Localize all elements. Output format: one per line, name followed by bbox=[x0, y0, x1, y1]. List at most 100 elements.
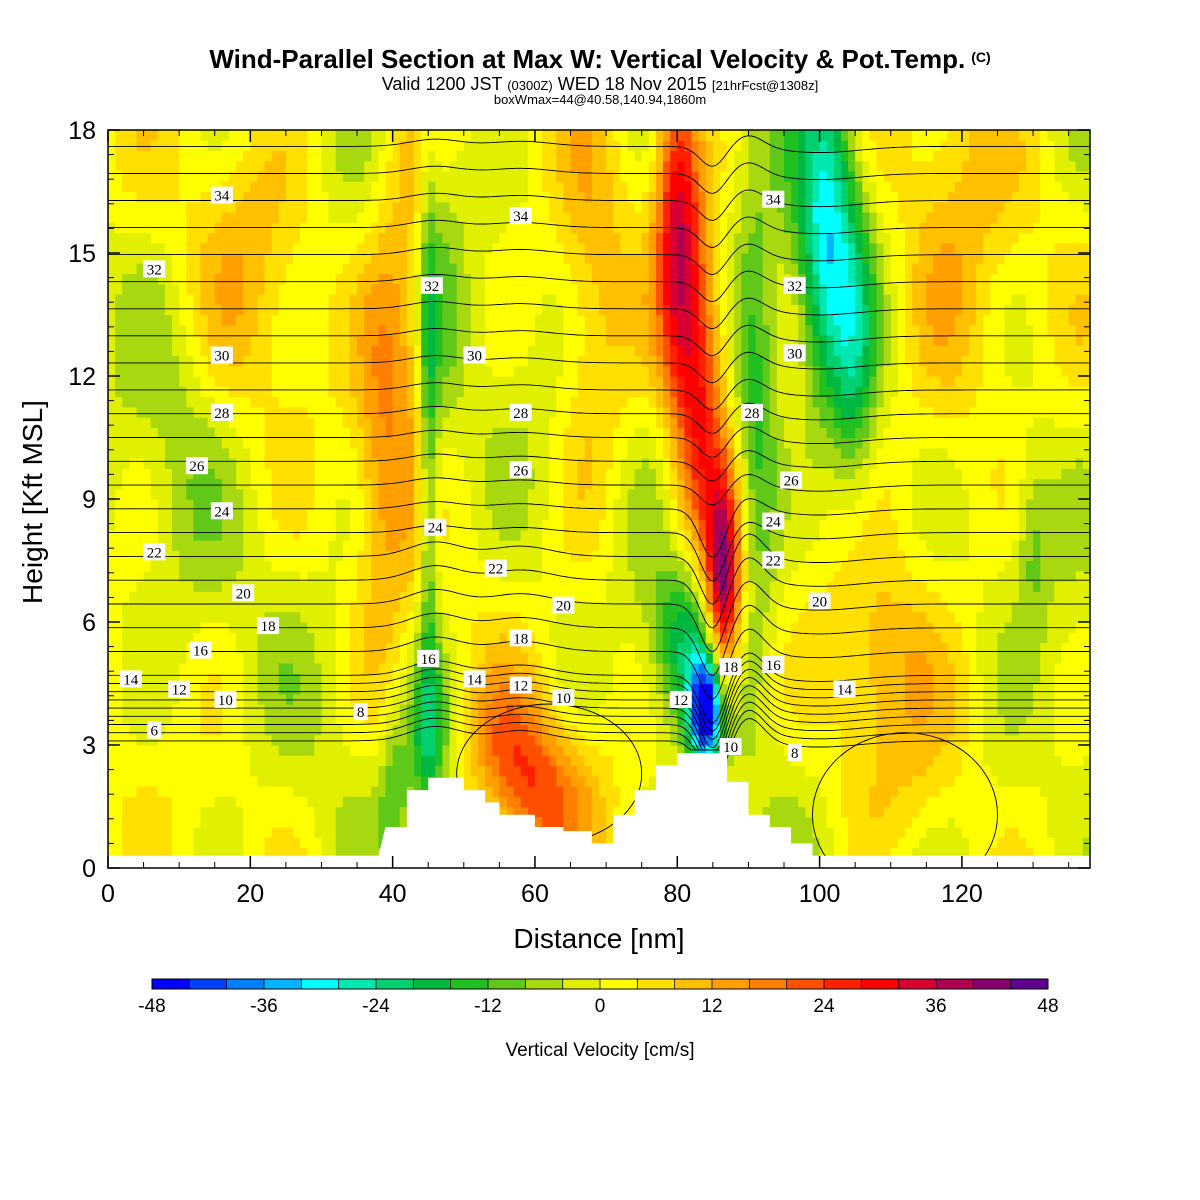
velocity-cell bbox=[463, 273, 472, 285]
velocity-cell bbox=[456, 150, 465, 162]
velocity-cell bbox=[335, 130, 344, 141]
velocity-cell bbox=[549, 427, 557, 439]
velocity-cell bbox=[342, 417, 351, 428]
velocity-cell bbox=[556, 417, 565, 428]
velocity-cell bbox=[591, 130, 600, 141]
velocity-cell bbox=[122, 130, 130, 141]
velocity-cell bbox=[463, 570, 472, 582]
velocity-cell bbox=[314, 355, 323, 367]
velocity-cell bbox=[307, 509, 315, 521]
velocity-cell bbox=[236, 232, 244, 244]
velocity-cell bbox=[556, 724, 565, 736]
velocity-cell bbox=[456, 417, 465, 428]
velocity-cell bbox=[378, 642, 387, 654]
velocity-cell bbox=[406, 529, 415, 541]
velocity-cell bbox=[179, 591, 187, 603]
velocity-cell bbox=[236, 386, 244, 398]
velocity-cell bbox=[399, 816, 408, 828]
velocity-cell bbox=[214, 447, 223, 459]
velocity-cell bbox=[193, 796, 202, 808]
boxwmax-label: boxWmax=44@40.58,140.94,1860m bbox=[493, 92, 707, 107]
velocity-cell bbox=[470, 160, 479, 172]
velocity-cell bbox=[392, 642, 401, 654]
velocity-cell bbox=[556, 755, 565, 767]
velocity-cell bbox=[520, 478, 529, 490]
velocity-cell bbox=[264, 796, 273, 808]
velocity-cell bbox=[542, 755, 550, 767]
velocity-cell bbox=[285, 201, 294, 213]
velocity-cell bbox=[549, 345, 557, 357]
velocity-cell bbox=[186, 304, 194, 316]
velocity-cell bbox=[349, 242, 358, 254]
velocity-cell bbox=[321, 632, 330, 644]
velocity-cell bbox=[221, 447, 230, 459]
velocity-cell bbox=[150, 447, 159, 459]
velocity-cell bbox=[193, 755, 202, 767]
velocity-cell bbox=[513, 663, 522, 674]
velocity-cell bbox=[300, 775, 308, 787]
velocity-cell bbox=[271, 786, 280, 797]
velocity-cell bbox=[143, 427, 152, 439]
velocity-cell bbox=[371, 283, 380, 295]
velocity-cell bbox=[584, 529, 593, 541]
velocity-cell bbox=[478, 581, 486, 592]
velocity-cell bbox=[577, 724, 586, 736]
velocity-cell bbox=[150, 478, 159, 490]
velocity-cell bbox=[513, 294, 522, 305]
velocity-cell bbox=[371, 499, 380, 510]
velocity-cell bbox=[328, 714, 337, 726]
velocity-cell bbox=[385, 201, 394, 213]
velocity-cell bbox=[157, 171, 166, 182]
velocity-cell bbox=[364, 714, 372, 726]
velocity-cell bbox=[293, 150, 301, 162]
velocity-cell bbox=[115, 816, 123, 828]
velocity-cell bbox=[328, 160, 337, 172]
velocity-cell bbox=[243, 458, 251, 469]
velocity-cell bbox=[150, 827, 159, 838]
velocity-cell bbox=[492, 488, 500, 500]
velocity-cell bbox=[428, 714, 436, 726]
velocity-cell bbox=[214, 581, 223, 592]
velocity-cell bbox=[428, 622, 436, 633]
velocity-cell bbox=[136, 581, 145, 592]
velocity-cell bbox=[207, 376, 216, 387]
velocity-cell bbox=[349, 509, 358, 521]
velocity-cell bbox=[271, 837, 280, 849]
velocity-cell bbox=[335, 611, 344, 623]
velocity-cell bbox=[214, 242, 223, 254]
velocity-cell bbox=[207, 673, 216, 685]
velocity-cell bbox=[428, 386, 436, 398]
velocity-cell bbox=[200, 376, 209, 387]
velocity-cell bbox=[485, 519, 493, 531]
velocity-cell bbox=[285, 745, 294, 756]
velocity-cell bbox=[150, 847, 159, 859]
velocity-cell bbox=[570, 396, 579, 408]
velocity-cell bbox=[428, 232, 436, 244]
velocity-cell bbox=[392, 509, 401, 521]
velocity-cell bbox=[520, 509, 529, 521]
velocity-cell bbox=[328, 335, 337, 346]
velocity-cell bbox=[221, 734, 230, 746]
velocity-cell bbox=[228, 263, 237, 275]
velocity-cell bbox=[314, 447, 323, 459]
velocity-cell bbox=[456, 396, 465, 408]
velocity-cell bbox=[357, 755, 365, 767]
velocity-cell bbox=[172, 468, 180, 480]
velocity-cell bbox=[577, 560, 586, 572]
velocity-cell bbox=[570, 765, 579, 777]
velocity-cell bbox=[172, 611, 180, 623]
velocity-cell bbox=[385, 191, 394, 203]
velocity-cell bbox=[392, 212, 401, 223]
velocity-cell bbox=[456, 642, 465, 654]
velocity-cell bbox=[591, 816, 600, 828]
velocity-cell bbox=[364, 601, 372, 613]
velocity-cell bbox=[129, 499, 138, 510]
velocity-cell bbox=[435, 714, 444, 726]
velocity-cell bbox=[570, 283, 579, 295]
velocity-cell bbox=[591, 150, 600, 162]
velocity-cell bbox=[314, 683, 323, 695]
velocity-cell bbox=[591, 499, 600, 510]
velocity-cell bbox=[271, 232, 280, 244]
velocity-cell bbox=[364, 263, 372, 275]
velocity-cell bbox=[285, 581, 294, 592]
